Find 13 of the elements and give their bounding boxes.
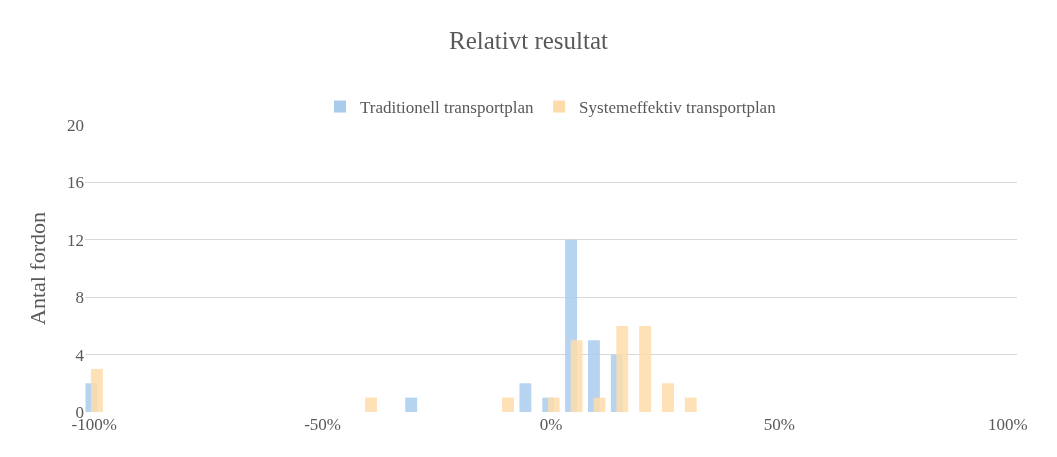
legend-label: Traditionell transportplan [360, 98, 535, 118]
x-tick-label: 100% [988, 415, 1028, 434]
y-tick-label: 16 [67, 173, 84, 193]
legend-label: Systemeffektiv transportplan [579, 98, 777, 118]
y-tick-label: 8 [75, 288, 84, 308]
x-tick-label: 50% [763, 415, 796, 434]
y-tick-label: 20 [67, 115, 84, 135]
x-tick-label: -50% [304, 415, 341, 434]
y-tick-label: 4 [75, 345, 85, 365]
x-tick-label: 0% [539, 415, 563, 434]
y-tick-label: 12 [67, 230, 84, 250]
y-axis-title: Antal fordon [24, 211, 50, 326]
chart-title: Relativt resultat [449, 27, 609, 55]
